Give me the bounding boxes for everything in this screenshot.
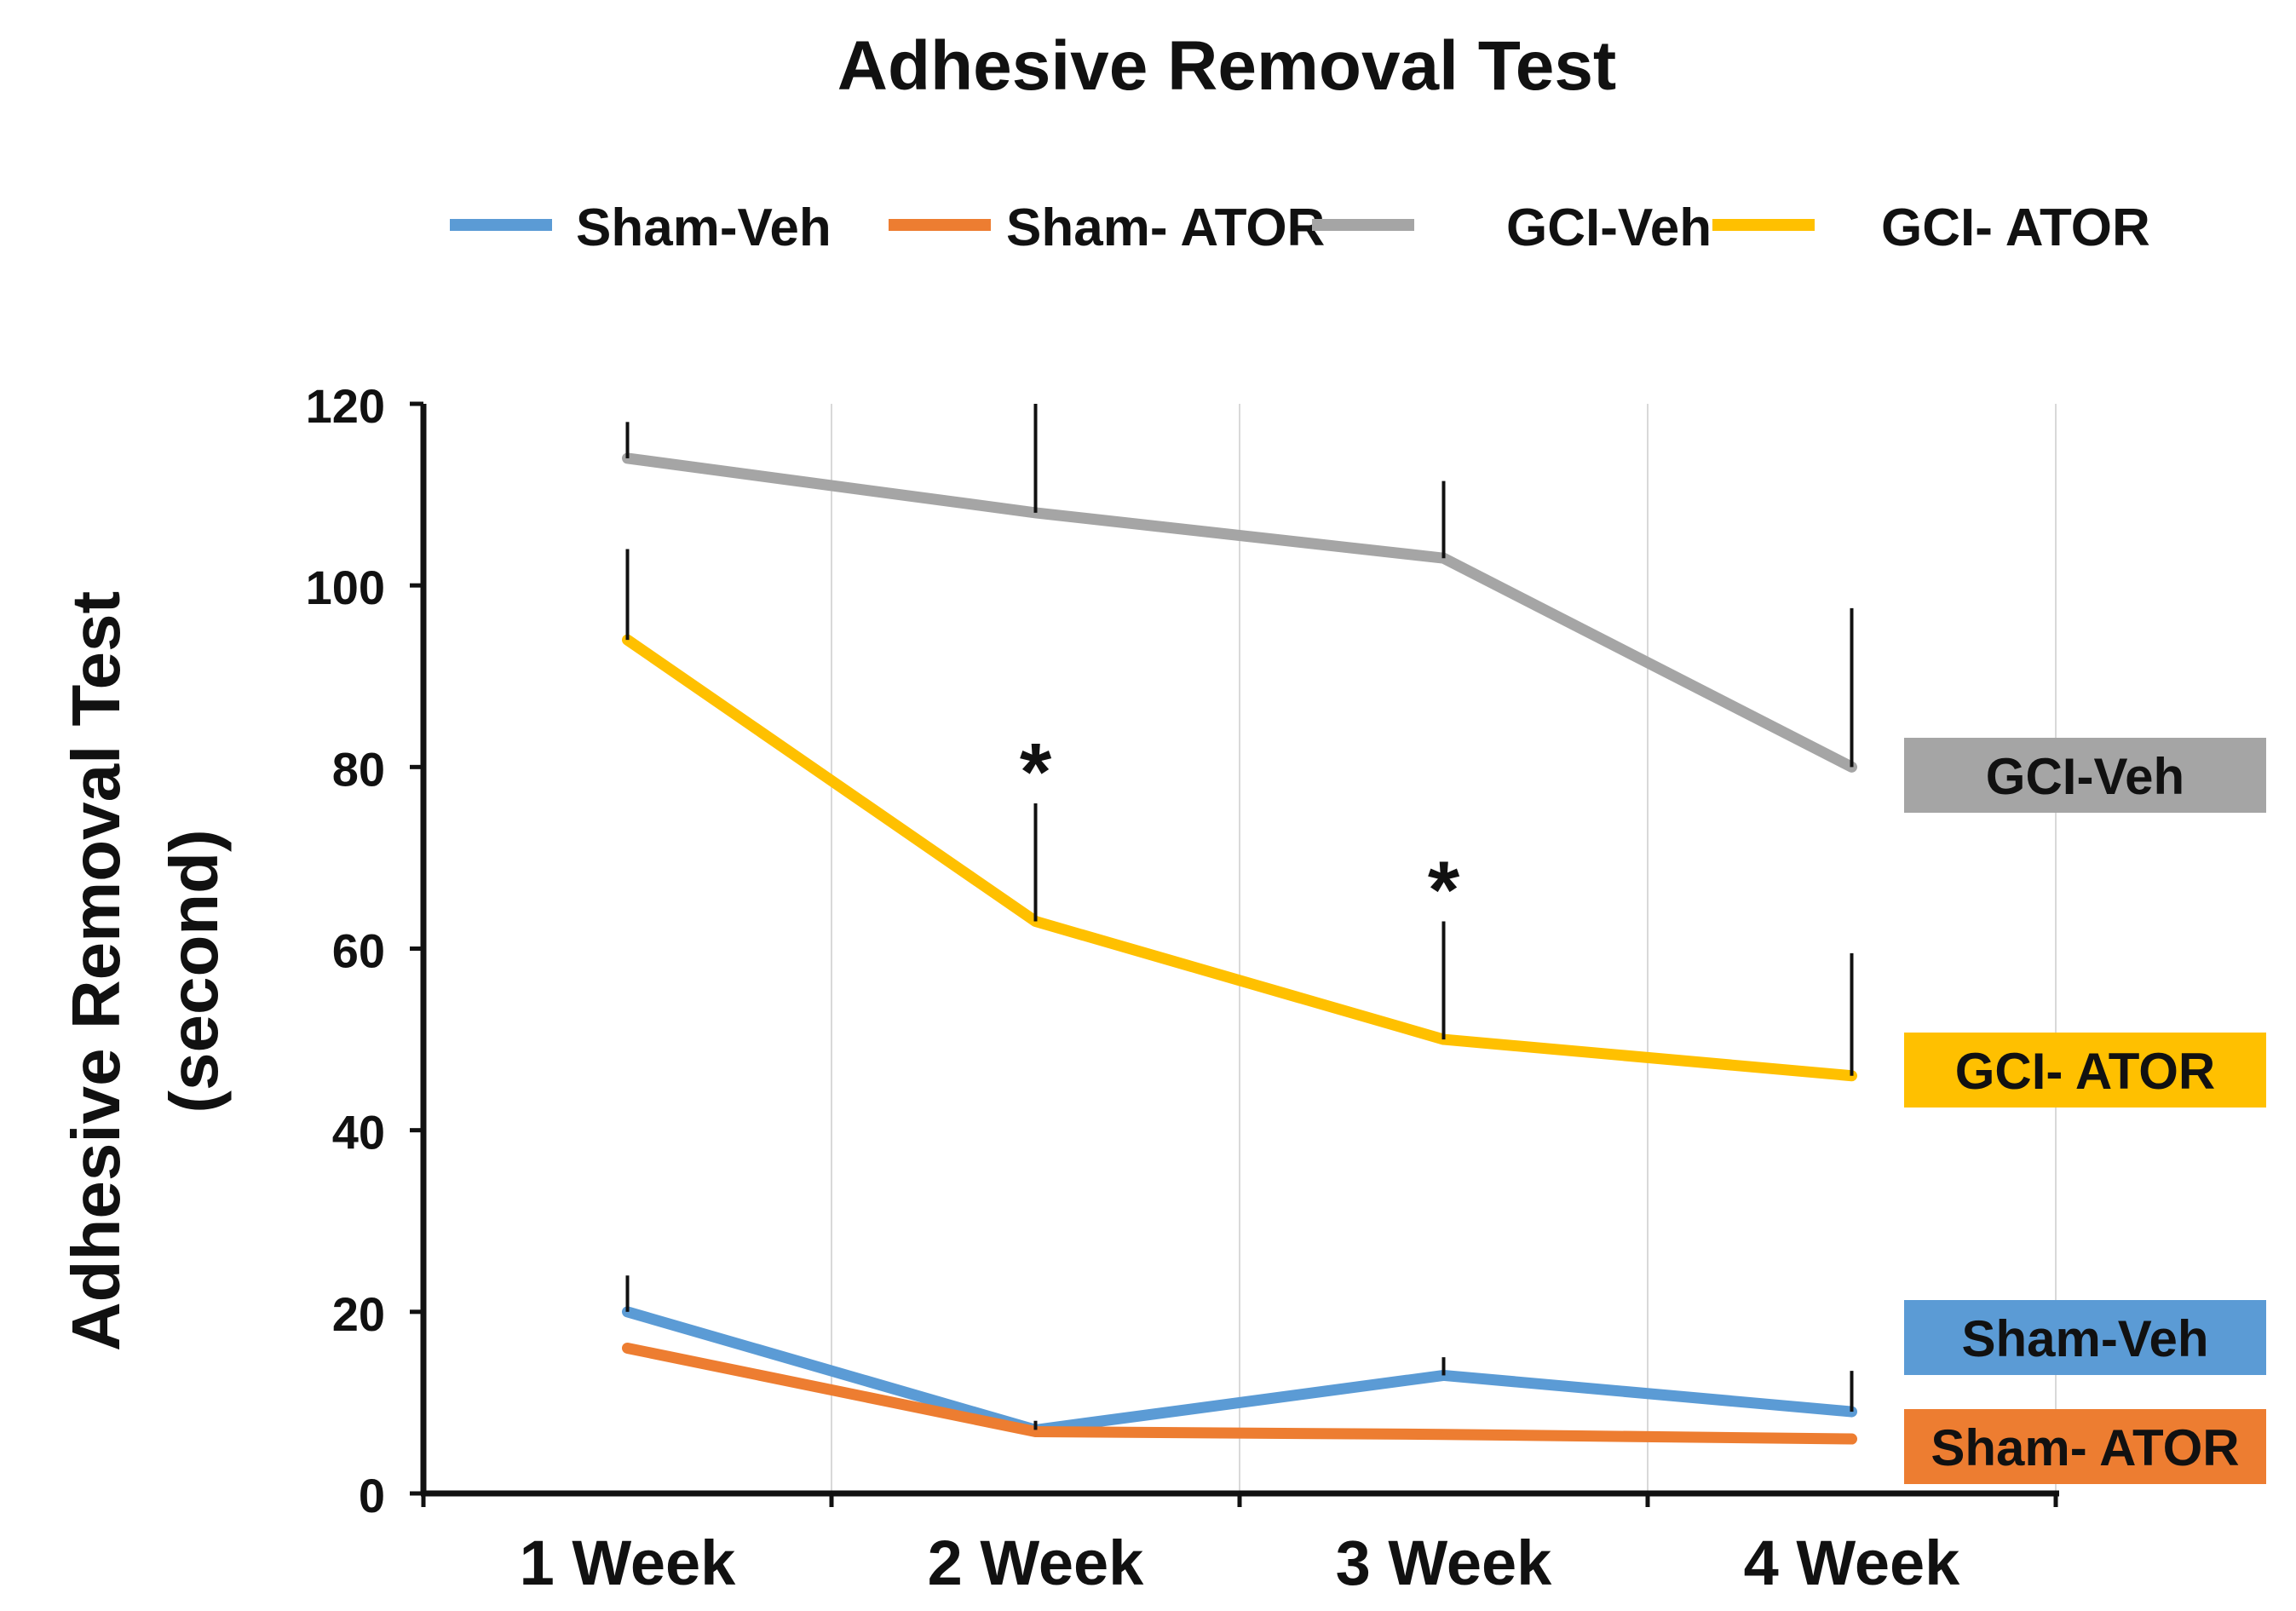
series-lines: [622, 452, 1857, 1445]
series-line-gci-ator: [622, 634, 1857, 1082]
series-end-labels: Sham-Veh Sham- ATOR GCI-Veh GCI- ATOR: [1904, 738, 2266, 1484]
legend-item-gci-ator: GCI- ATOR: [1712, 198, 2150, 257]
series-line-sham-veh: [622, 1306, 1857, 1436]
significance-asterisk-1: *: [1020, 727, 1052, 818]
legend-label-sham-ator: Sham- ATOR: [1006, 198, 1325, 257]
end-label-box-gci-veh: [1904, 738, 2266, 813]
y-tick-label-120: 120: [306, 379, 385, 433]
y-axis-label-line2: (second): [156, 829, 232, 1113]
significance-markers: **: [1020, 727, 1460, 936]
significance-asterisk-2: *: [1428, 845, 1460, 936]
y-axis-label-line1: Adhesive Removal Test: [58, 591, 134, 1351]
y-tick-label-40: 40: [332, 1106, 385, 1159]
end-label-text-sham-ator: Sham- ATOR: [1931, 1419, 2239, 1476]
end-label-text-gci-ator: GCI- ATOR: [1955, 1043, 2216, 1100]
x-tick-label-2-week: 2 Week: [928, 1528, 1145, 1598]
end-label-sham-veh: Sham-Veh: [1904, 1300, 2266, 1375]
end-label-gci-ator: GCI- ATOR: [1904, 1033, 2266, 1108]
y-tick-label-100: 100: [306, 561, 385, 614]
end-label-text-gci-veh: GCI-Veh: [1986, 748, 2184, 805]
data-point-sham-ator-3-week: [1440, 1430, 1447, 1438]
end-label-box-sham-veh: [1904, 1300, 2266, 1375]
chart-title: Adhesive Removal Test: [837, 27, 1617, 105]
end-label-gci-veh: GCI-Veh: [1904, 738, 2266, 813]
legend-label-gci-veh: GCI-Veh: [1506, 198, 1712, 257]
end-label-box-gci-ator: [1904, 1033, 2266, 1108]
legend-item-sham-veh: Sham-Veh: [450, 198, 832, 257]
legend-label-sham-veh: Sham-Veh: [576, 198, 832, 257]
data-point-sham-ator-2-week: [1032, 1428, 1039, 1436]
end-label-box-sham-ator: [1904, 1409, 2266, 1484]
legend-item-sham-ator: Sham- ATOR: [889, 198, 1325, 257]
data-point-sham-ator-1-week: [624, 1344, 631, 1352]
legend-item-gci-veh: GCI-Veh: [1312, 198, 1712, 257]
end-label-text-sham-veh: Sham-Veh: [1961, 1310, 2208, 1367]
x-tick-label-3-week: 3 Week: [1336, 1528, 1553, 1598]
axes: 0 20 40 60 80 100 120 1 Week 2 Week 3 Week 4 Week: [306, 379, 2059, 1598]
series-line-gci-veh: [622, 452, 1857, 773]
y-tick-label-80: 80: [332, 742, 385, 796]
data-point-sham-ator-4-week: [1848, 1436, 1856, 1443]
legend: Sham-Veh Sham- ATOR GCI-Veh GCI- ATOR: [450, 198, 2150, 257]
y-tick-label-60: 60: [332, 924, 385, 978]
y-tick-label-20: 20: [332, 1287, 385, 1341]
end-label-sham-ator: Sham- ATOR: [1904, 1409, 2266, 1484]
x-tick-label-1-week: 1 Week: [520, 1528, 737, 1598]
y-tick-label-0: 0: [359, 1469, 385, 1522]
series-line-sham-ator: [622, 1342, 1857, 1445]
error-bars: [625, 404, 1854, 1430]
legend-label-gci-ator: GCI- ATOR: [1881, 198, 2150, 257]
y-axis-label: Adhesive Removal Test (second): [58, 591, 232, 1351]
x-tick-label-4-week: 4 Week: [1744, 1528, 1961, 1598]
